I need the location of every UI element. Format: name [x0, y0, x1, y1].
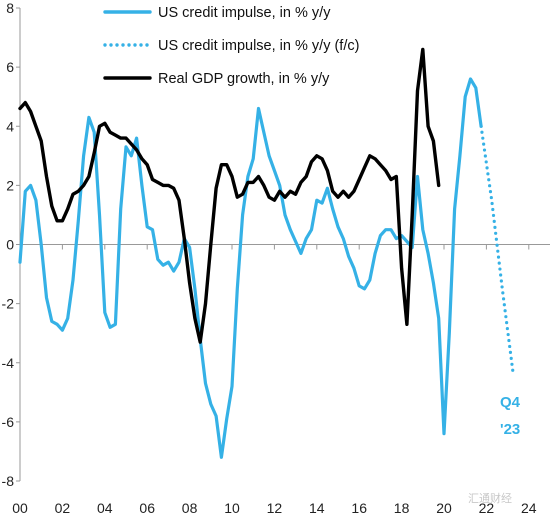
watermark: 汇通财经 — [468, 491, 512, 505]
y-tick-label: 4 — [6, 118, 14, 134]
legend: US credit impulse, in % y/y US credit imp… — [103, 5, 359, 87]
x-tick-label: 12 — [267, 500, 283, 516]
x-tick-label: 22 — [479, 500, 495, 516]
x-tick-label: 08 — [182, 500, 198, 516]
x-tick-label: 20 — [436, 500, 452, 516]
x-tick-label: 24 — [521, 500, 537, 516]
x-tick-label: 06 — [139, 500, 155, 516]
y-tick-label: 2 — [6, 177, 14, 193]
x-tick-label: 02 — [55, 500, 71, 516]
series-line-0 — [18, 77, 483, 459]
x-tick-label: 00 — [12, 500, 28, 516]
x-tick-label: 18 — [394, 500, 410, 516]
y-tick-label: -6 — [2, 414, 15, 430]
y-tick-label: 6 — [6, 59, 14, 75]
series-layer — [18, 47, 515, 459]
x-tick-label: 16 — [351, 500, 367, 516]
legend-label-2: Real GDP growth, in % y/y — [158, 71, 330, 87]
forecast-annotation-year: '23 — [500, 421, 520, 438]
y-tick-label: 8 — [6, 0, 14, 16]
forecast-annotation-q4: Q4 — [500, 394, 521, 411]
y-tick-label: -4 — [2, 355, 15, 371]
y-tick-label: 0 — [6, 237, 14, 253]
y-tick-label: -8 — [2, 473, 15, 489]
series-line-1 — [479, 124, 515, 374]
legend-label-0: US credit impulse, in % y/y — [158, 5, 331, 21]
legend-label-1: US credit impulse, in % y/y (f/c) — [158, 38, 359, 54]
series-line-2 — [18, 47, 441, 344]
x-tick-label: 10 — [224, 500, 240, 516]
y-tick-label: -2 — [2, 296, 15, 312]
x-tick-label: 04 — [97, 500, 113, 516]
x-tick-label: 14 — [309, 500, 325, 516]
